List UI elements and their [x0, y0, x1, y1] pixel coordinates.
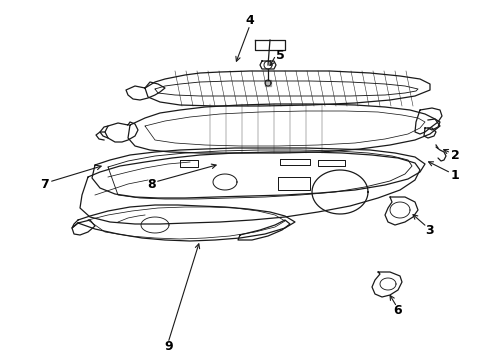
- Text: 7: 7: [40, 177, 49, 190]
- Text: 4: 4: [245, 14, 254, 27]
- Text: 1: 1: [451, 168, 459, 181]
- Text: 3: 3: [426, 224, 434, 237]
- Text: 5: 5: [275, 49, 284, 62]
- Text: 8: 8: [147, 177, 156, 190]
- Text: 9: 9: [165, 339, 173, 352]
- Text: 2: 2: [451, 149, 459, 162]
- Text: 6: 6: [393, 303, 402, 316]
